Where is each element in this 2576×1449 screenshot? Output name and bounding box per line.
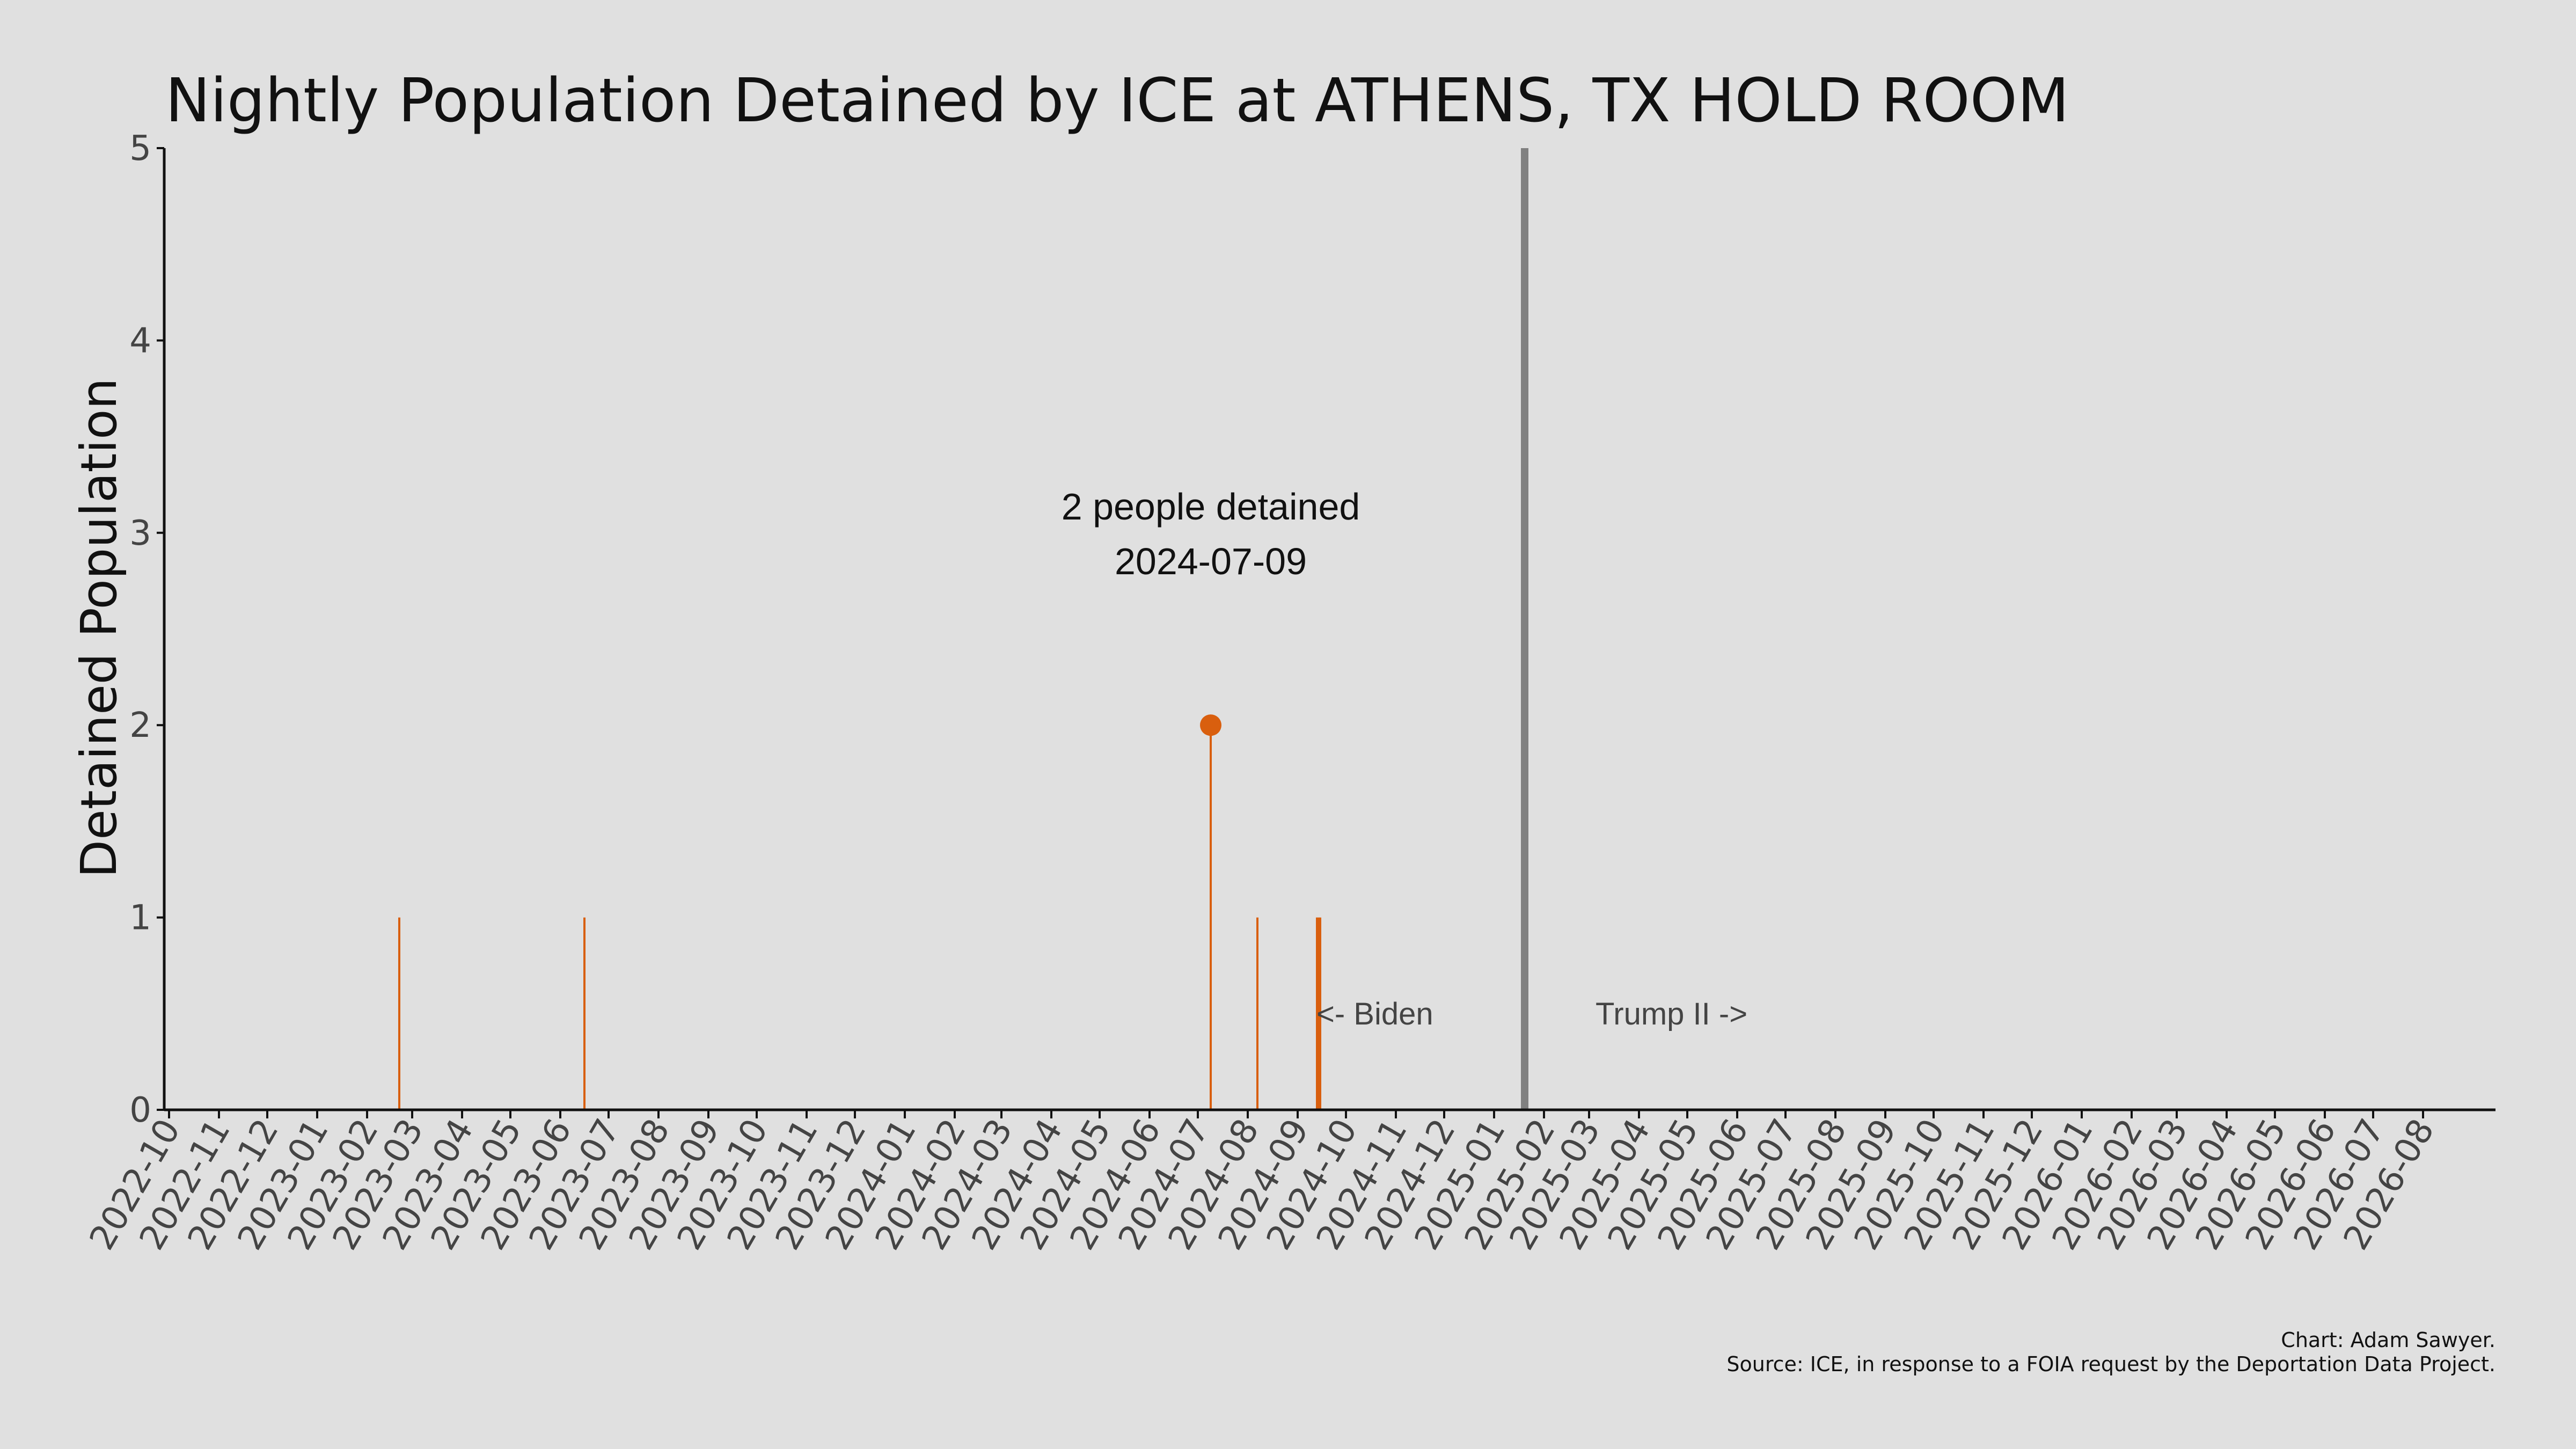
chart-source: Source: ICE, in response to a FOIA reque… [1726,1352,2496,1376]
y-tick-label: 0 [129,1091,151,1130]
highlight-label-date: 2024-07-09 [1115,540,1307,582]
biden-era-label: <- Biden [1316,997,1433,1031]
data-series [398,725,1321,1110]
chart-title: Nightly Population Detained by ICE at AT… [165,66,2069,136]
y-tick-label: 3 [129,514,151,553]
highlight-marker [1200,714,1221,736]
y-axis: 0 1 2 3 4 5 [129,129,164,1130]
x-axis: 2022-102022-112022-122023-012023-022023-… [82,1110,2442,1257]
highlight-label-count: 2 people detained [1062,486,1360,528]
y-tick-label: 1 [129,898,151,938]
y-axis-label: Detained Population [70,378,128,877]
trump-era-label: Trump II -> [1596,997,1747,1031]
chart-credit: Chart: Adam Sawyer. [2281,1328,2496,1352]
y-tick-label: 5 [129,129,151,169]
y-tick-label: 2 [129,706,151,745]
y-tick-label: 4 [129,321,151,361]
